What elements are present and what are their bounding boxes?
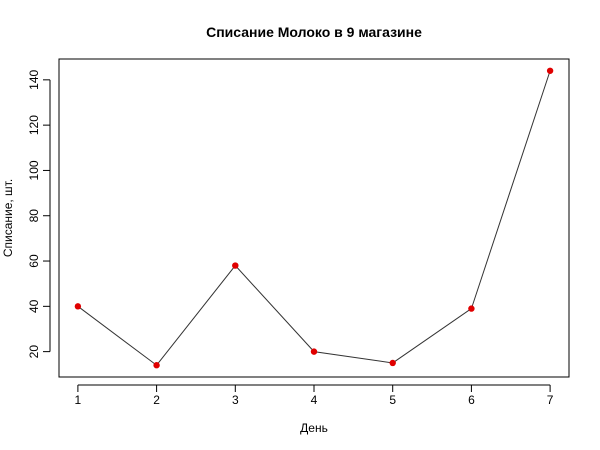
y-tick-label: 20 <box>27 345 41 359</box>
data-series <box>74 67 554 369</box>
data-point <box>310 348 318 355</box>
x-tick-label: 7 <box>547 393 554 407</box>
x-axis-label: День <box>300 421 328 435</box>
y-tick-label: 120 <box>27 115 41 135</box>
data-point <box>389 359 396 367</box>
data-point <box>74 303 82 310</box>
data-point <box>468 305 475 312</box>
y-tick-label: 40 <box>27 299 41 313</box>
x-tick-label: 1 <box>75 393 82 407</box>
x-tick-label: 3 <box>232 393 239 407</box>
y-axis-label: Списание, шт. <box>1 179 15 257</box>
data-point <box>153 362 160 369</box>
chart-title: Списание Молоко в 9 магазине <box>206 24 422 40</box>
x-tick-label: 6 <box>468 393 475 407</box>
x-axis: 1 2 3 4 5 6 7 <box>75 384 554 407</box>
y-tick-label: 140 <box>27 70 41 90</box>
y-tick-label: 60 <box>27 254 41 268</box>
x-tick-label: 2 <box>153 393 160 407</box>
y-tick-label: 100 <box>27 160 41 180</box>
y-tick-label: 80 <box>27 209 41 223</box>
y-axis: 20 40 60 80 100 120 140 <box>27 70 51 359</box>
series-line <box>77 70 551 366</box>
x-tick-label: 5 <box>389 393 396 407</box>
plot-frame <box>58 58 570 378</box>
data-point <box>546 67 554 74</box>
x-tick-label: 4 <box>311 393 318 407</box>
data-point <box>232 262 239 269</box>
